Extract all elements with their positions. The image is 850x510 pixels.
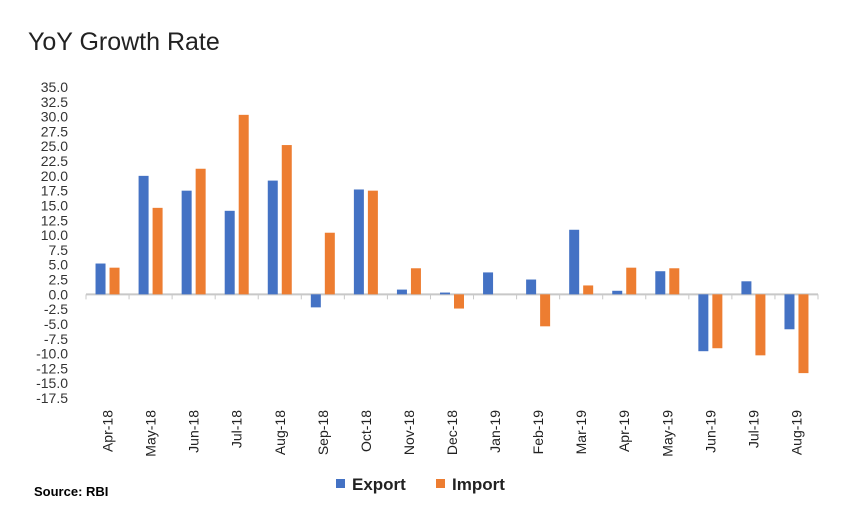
y-tick-label: 10.0: [41, 227, 68, 243]
bar-export: [698, 294, 709, 352]
x-tick-label: Sep-18: [315, 410, 331, 455]
x-tick-label: Apr-19: [616, 410, 632, 452]
y-tick-label: 7.5: [49, 242, 69, 258]
bar-export: [655, 271, 666, 295]
x-tick-label: Aug-19: [788, 410, 804, 455]
bar-export: [526, 279, 537, 295]
bar-export: [95, 263, 106, 295]
bar-export: [181, 190, 192, 295]
y-tick-label: 32.5: [41, 94, 68, 110]
y-tick-label: -12.5: [36, 360, 68, 376]
x-tick-label: Aug-18: [272, 410, 288, 455]
bar-import: [109, 267, 120, 295]
y-tick-label: -7.5: [44, 331, 68, 347]
y-tick-label: 25.0: [41, 138, 68, 154]
y-tick-label: 5.0: [49, 257, 69, 273]
y-tick-label: 22.5: [41, 153, 68, 169]
x-tick-label: Jul-19: [745, 410, 761, 448]
bar-export: [224, 210, 235, 295]
bar-export: [138, 175, 149, 295]
y-tick-label: 17.5: [41, 183, 68, 199]
y-tick-label: -2.5: [44, 301, 68, 317]
bar-export: [784, 294, 795, 330]
y-tick-label: 27.5: [41, 123, 68, 139]
x-tick-label: Apr-18: [100, 410, 116, 452]
x-tick-label: Jan-19: [487, 410, 503, 453]
chart-title: YoY Growth Rate: [28, 28, 220, 56]
bar-import: [626, 267, 637, 295]
bar-import: [152, 207, 163, 295]
y-tick-label: 12.5: [41, 212, 68, 228]
legend-swatch-export: [336, 479, 345, 488]
source-note: Source: RBI: [34, 484, 109, 499]
y-tick-label: 35.0: [41, 79, 68, 95]
bar-export: [612, 290, 623, 295]
bar-import: [712, 294, 723, 349]
bar-export: [741, 281, 752, 295]
bar-export: [310, 294, 321, 308]
bar-import: [367, 190, 378, 295]
y-tick-label: 2.5: [49, 272, 69, 288]
x-tick-label: Jun-18: [186, 410, 202, 453]
bar-export: [440, 292, 450, 295]
bar-import: [324, 232, 335, 295]
legend-swatch-import: [436, 479, 445, 488]
bar-export: [267, 180, 278, 295]
legend-label-import: Import: [452, 475, 505, 494]
x-tick-label: Dec-18: [444, 410, 460, 455]
y-tick-label: 30.0: [41, 109, 68, 125]
bar-import: [410, 268, 421, 295]
x-tick-label: May-19: [659, 410, 675, 457]
y-tick-label: 0.0: [49, 286, 69, 302]
bar-import: [583, 285, 594, 295]
x-tick-label: Jul-18: [229, 410, 245, 448]
x-tick-label: Jun-19: [702, 410, 718, 453]
x-tick-label: Feb-19: [530, 410, 546, 455]
bar-export: [396, 289, 407, 295]
y-tick-label: 20.0: [41, 168, 68, 184]
bar-import: [195, 168, 206, 295]
bar-import: [454, 294, 464, 309]
bar-import: [669, 268, 680, 295]
bar-import: [798, 294, 809, 374]
legend-label-export: Export: [352, 475, 406, 494]
bar-import: [238, 114, 249, 295]
y-tick-label: -5.0: [44, 316, 68, 332]
bar-import: [540, 294, 551, 327]
bar-export: [483, 272, 494, 295]
bar-import: [755, 294, 766, 356]
x-tick-label: Oct-18: [358, 410, 374, 452]
x-tick-label: Mar-19: [573, 410, 589, 455]
y-tick-label: -17.5: [36, 390, 68, 406]
y-tick-label: -15.0: [36, 375, 68, 391]
bar-export: [569, 229, 580, 295]
y-tick-label: -10.0: [36, 346, 68, 362]
x-tick-label: Nov-18: [401, 410, 417, 455]
y-tick-label: 15.0: [41, 197, 68, 213]
bar-export: [353, 189, 364, 295]
bar-import: [281, 145, 292, 295]
x-tick-label: May-18: [143, 410, 159, 457]
